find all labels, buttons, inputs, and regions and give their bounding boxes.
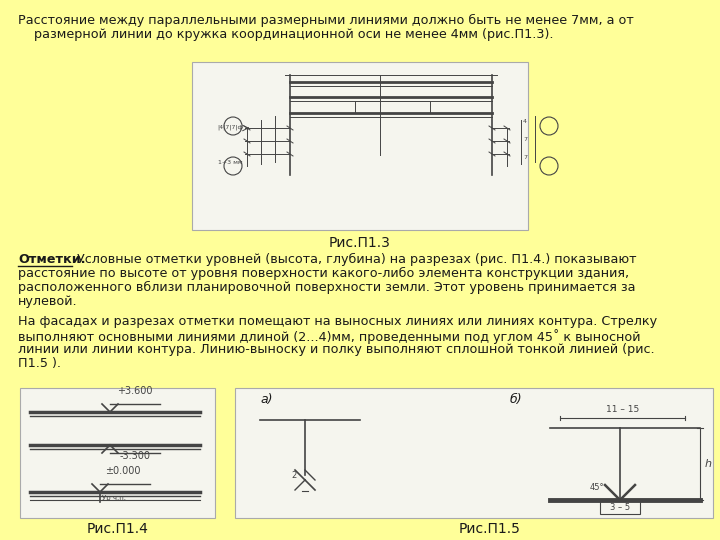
Text: линии или линии контура. Линию-выноску и полку выполняют сплошной тонкой линией : линии или линии контура. Линию-выноску и… [18,343,654,356]
Text: Ур ч.п.: Ур ч.п. [102,495,126,501]
Text: нулевой.: нулевой. [18,295,78,308]
Text: 45°: 45° [590,483,605,492]
Text: Условные отметки уровней (высота, глубина) на разрезах (рис. П1.4.) показывают: Условные отметки уровней (высота, глубин… [73,253,636,266]
Text: 1÷3 мм: 1÷3 мм [218,159,243,165]
Bar [20,388,215,518]
Text: 2: 2 [291,471,296,480]
Text: а): а) [260,393,272,406]
Text: Расстояние между параллельными размерными линиями должно быть не менее 7мм, а от: Расстояние между параллельными размерным… [18,14,634,27]
Text: расстояние по высоте от уровня поверхности какого-либо элемента конструкции здан: расстояние по высоте от уровня поверхнос… [18,267,629,280]
Bar [192,62,528,230]
Text: +3.600: +3.600 [117,386,153,396]
Text: Рис.П1.4: Рис.П1.4 [87,522,149,536]
Text: ±0.000: ±0.000 [105,466,140,476]
Text: 7: 7 [523,137,527,142]
Text: Отметки.: Отметки. [18,253,86,266]
Bar [600,500,640,514]
Text: h: h [705,459,712,469]
Text: размерной линии до кружка координационной оси не менее 4мм (рис.П1.3).: размерной линии до кружка координационно… [18,28,554,41]
Text: выполняют основными линиями длиной (2...4)мм, проведенными под углом 45˚ к вынос: выполняют основными линиями длиной (2...… [18,329,641,344]
Text: На фасадах и разрезах отметки помещают на выносных линиях или линиях контура. Ст: На фасадах и разрезах отметки помещают н… [18,315,657,328]
Text: 3 – 5: 3 – 5 [610,503,630,511]
Text: б): б) [510,393,523,406]
Bar [235,388,713,518]
Text: 4: 4 [523,119,527,124]
Text: 11 – 15: 11 – 15 [606,405,639,414]
Text: Рис.П1.3: Рис.П1.3 [329,236,391,250]
Text: Рис.П1.5: Рис.П1.5 [459,522,521,536]
Text: -3.300: -3.300 [120,451,150,461]
Text: 7: 7 [523,155,527,160]
Text: |4|7|7|ф: |4|7|7|ф [217,124,243,130]
Text: расположенного вблизи планировочной поверхности земли. Этот уровень принимается : расположенного вблизи планировочной пове… [18,281,636,294]
Text: П1.5 ).: П1.5 ). [18,357,61,370]
